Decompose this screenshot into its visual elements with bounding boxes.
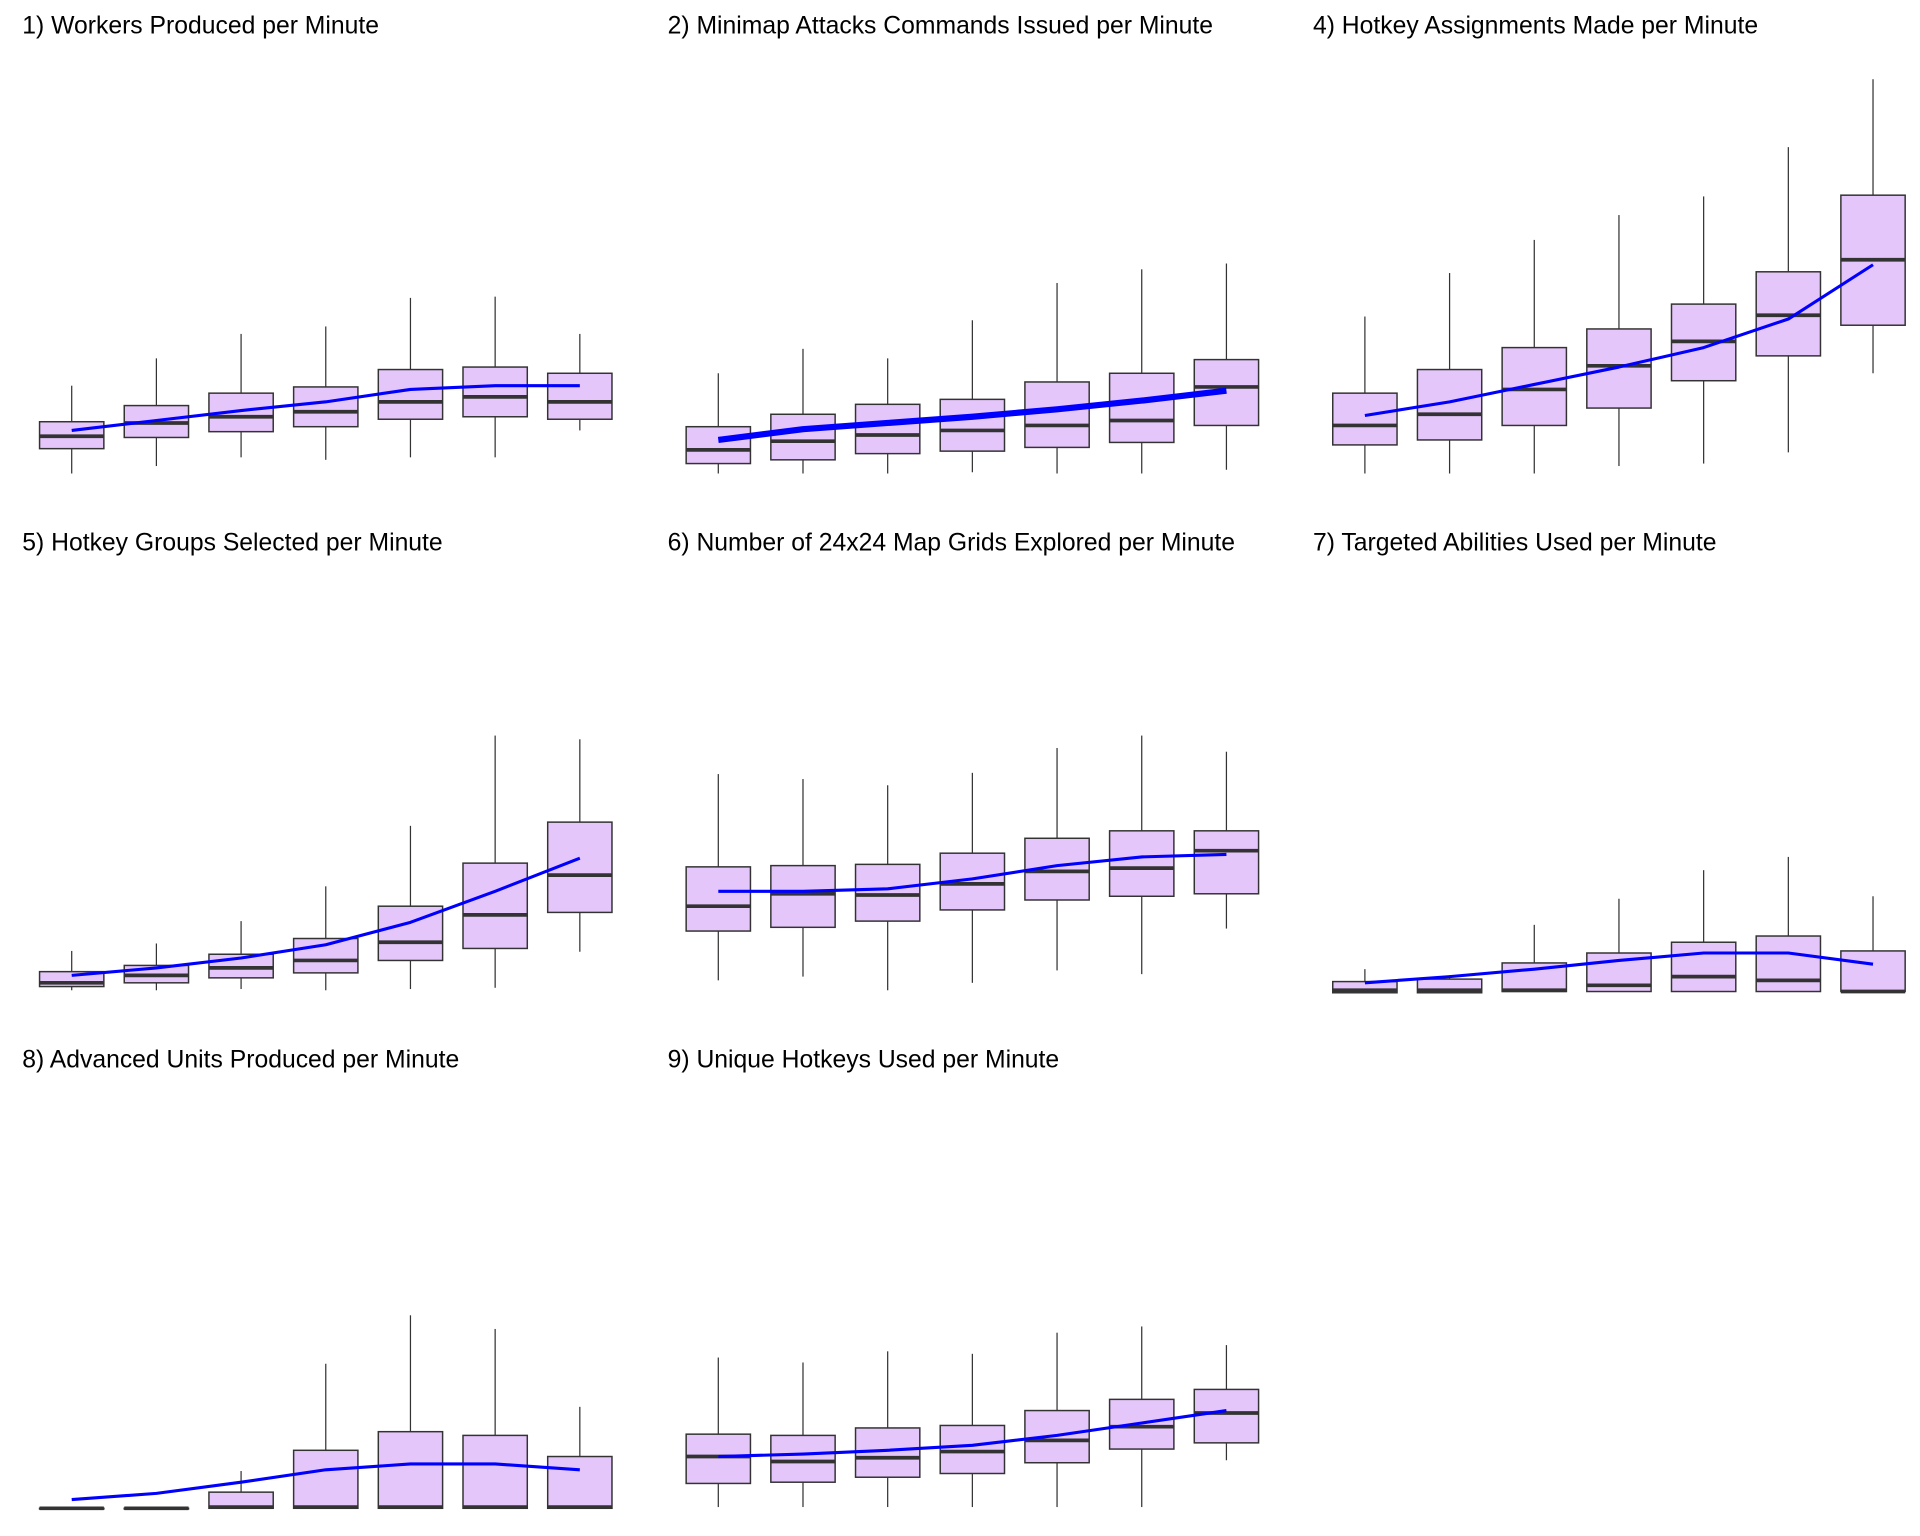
trend-line — [718, 852, 1227, 893]
box — [462, 1434, 529, 1510]
box — [462, 862, 529, 950]
box — [1108, 372, 1175, 444]
box — [685, 866, 752, 932]
box — [208, 392, 274, 433]
box — [462, 366, 529, 418]
panel: 6) Number of 24x24 Map Grids Explored pe… — [668, 530, 1260, 991]
box — [377, 1430, 444, 1510]
box — [1108, 830, 1175, 898]
box — [1755, 935, 1822, 993]
box — [770, 864, 836, 929]
box — [854, 863, 921, 922]
trend-line — [717, 387, 1227, 444]
box — [1670, 941, 1737, 993]
trend-line — [71, 384, 580, 432]
box — [292, 937, 359, 974]
trend-line — [1364, 951, 1874, 985]
box — [685, 425, 752, 465]
panel: 8) Advanced Units Produced per Minute — [22, 1046, 613, 1511]
panel-title: 5) Hotkey Groups Selected per Minute — [22, 530, 442, 557]
panel: 4) Hotkey Assignments Made per Minute — [1313, 13, 1906, 474]
trend-line — [718, 1409, 1227, 1459]
box — [1193, 830, 1260, 895]
box — [1193, 1388, 1260, 1444]
box — [1332, 392, 1398, 446]
panel-title: 1) Workers Produced per Minute — [22, 13, 379, 40]
panel: 9) Unique Hotkeys Used per Minute — [668, 1046, 1260, 1508]
panel: 5) Hotkey Groups Selected per Minute — [22, 530, 613, 991]
panel: 2) Minimap Attacks Commands Issued per M… — [668, 13, 1260, 474]
box — [377, 368, 444, 420]
box — [546, 372, 613, 420]
panel-title: 2) Minimap Attacks Commands Issued per M… — [668, 13, 1213, 40]
box — [1024, 381, 1090, 449]
box — [546, 1455, 613, 1510]
box — [292, 1449, 359, 1510]
box — [1840, 950, 1906, 993]
box — [939, 1424, 1006, 1475]
panel-title: 6) Number of 24x24 Map Grids Explored pe… — [668, 530, 1235, 557]
box — [770, 1434, 836, 1483]
trend-line — [71, 1462, 580, 1502]
box — [770, 413, 836, 461]
panel: 7) Targeted Abilities Used per Minute — [1313, 530, 1906, 994]
box — [1501, 346, 1568, 427]
panel-title: 4) Hotkey Assignments Made per Minute — [1313, 13, 1758, 40]
panel-title: 7) Targeted Abilities Used per Minute — [1313, 530, 1717, 557]
trend-line — [1364, 263, 1874, 418]
box — [939, 398, 1006, 452]
box — [685, 1433, 752, 1485]
box — [854, 403, 921, 455]
panel-title: 8) Advanced Units Produced per Minute — [22, 1046, 459, 1073]
panel: 1) Workers Produced per Minute — [22, 13, 613, 474]
trend-line — [71, 856, 581, 977]
panel-title: 9) Unique Hotkeys Used per Minute — [668, 1046, 1060, 1073]
box — [292, 386, 359, 428]
